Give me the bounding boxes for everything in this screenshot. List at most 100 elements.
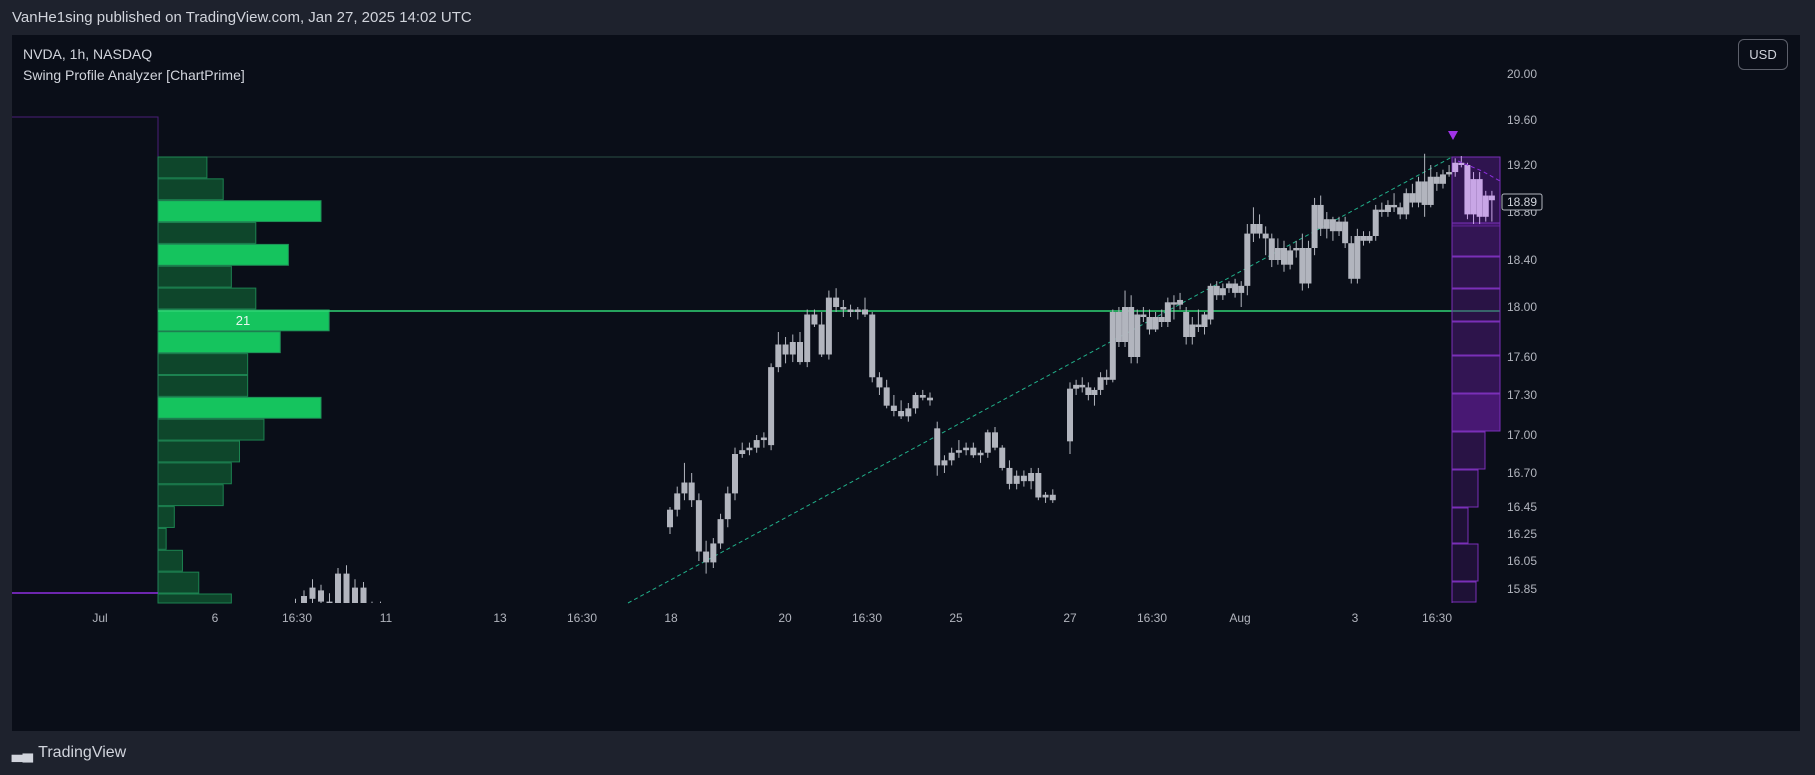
x-axis-tick-label: 13: [493, 611, 507, 625]
volume-profile-bar: [157, 222, 257, 244]
candle-body: [789, 342, 796, 355]
indicator-name[interactable]: Swing Profile Analyzer [ChartPrime]: [23, 67, 245, 83]
candle-body: [1013, 475, 1020, 484]
candle-body: [309, 587, 316, 599]
candle-body: [1244, 233, 1251, 286]
candle-body: [1268, 238, 1275, 260]
symbol-line[interactable]: NVDA, 1h, NASDAQ: [23, 46, 153, 62]
y-axis-tick-label: 17.30: [1507, 388, 1537, 402]
candle-body: [890, 405, 897, 411]
candle-body: [1348, 243, 1355, 279]
y-axis-tick-label: 17.60: [1507, 350, 1537, 364]
candle-body: [963, 447, 970, 451]
x-axis-tick-label: 16:30: [282, 611, 312, 625]
candle-body: [1079, 384, 1086, 388]
candle-body: [301, 596, 307, 603]
candle-body: [732, 454, 738, 494]
candle-body: [1250, 224, 1257, 234]
right-profile-bar: [1451, 288, 1501, 322]
candle-body: [1372, 209, 1379, 236]
candle-body: [688, 482, 695, 501]
candle-body: [1336, 221, 1343, 232]
right-profile-bar: [1451, 355, 1501, 394]
left-range-box: [12, 116, 159, 594]
candle-body: [1360, 236, 1367, 241]
volume-profile-bar: [157, 549, 183, 572]
candle-body: [1305, 248, 1312, 284]
volume-profile-bar: [157, 287, 257, 310]
candle-body: [335, 573, 341, 603]
candle-body: [1128, 307, 1135, 357]
candle-body: [1342, 221, 1349, 244]
volume-profile-bar: [157, 156, 208, 179]
right-profile-bar: [1451, 256, 1501, 289]
candle-body: [1384, 204, 1391, 212]
y-axis-tick-label: 18.00: [1507, 300, 1537, 314]
candle-body: [1262, 233, 1269, 239]
y-axis-tick-label: 16.05: [1507, 554, 1537, 568]
candle-body: [1067, 388, 1073, 442]
candle-body: [1140, 314, 1147, 317]
candle-body: [1317, 204, 1324, 229]
currency-button[interactable]: USD: [1738, 39, 1788, 70]
candle-body: [1238, 285, 1245, 293]
candle-body: [1201, 314, 1208, 327]
volume-profile-bar: [157, 309, 330, 332]
volume-profile-bar: [157, 396, 322, 419]
right-profile-bar: [1451, 507, 1469, 544]
y-axis-tick-label: 19.60: [1507, 113, 1537, 127]
candle-body: [352, 587, 358, 603]
candle-body: [1433, 176, 1440, 184]
y-axis-tick-label: 16.45: [1507, 500, 1537, 514]
candle-body: [1170, 302, 1177, 305]
x-axis-tick-label: 27: [1063, 611, 1077, 625]
candle-body: [667, 509, 673, 528]
candle-body: [898, 411, 905, 417]
candle-body: [1232, 283, 1239, 293]
candle-body: [797, 342, 803, 363]
candle-body: [919, 395, 926, 398]
candle-body: [739, 450, 746, 454]
chart-frame[interactable]: 21 20.00 19.60 19.20 18.80 18.40 18.00 17.60 17.…: [12, 35, 1800, 731]
right-profile-bar: [1451, 581, 1477, 603]
candle-body: [811, 314, 818, 325]
candle-body: [934, 428, 941, 466]
x-axis-tick-label: 16:30: [1422, 611, 1452, 625]
candle-body: [1085, 387, 1092, 395]
candle-body: [1397, 207, 1404, 215]
right-profile-bar: [1451, 431, 1486, 470]
chart-legend: NVDA, 1h, NASDAQ Swing Profile Analyzer …: [23, 44, 245, 86]
candle-body: [360, 587, 367, 603]
candle-body: [1020, 475, 1027, 482]
x-axis-tick-label: Jul: [92, 611, 107, 625]
candle-body: [1109, 312, 1116, 380]
candle-body: [1006, 467, 1013, 484]
candle-body: [782, 344, 789, 355]
tradingview-logo-icon[interactable]: ▃▄: [12, 745, 33, 762]
swing-dash: [1457, 160, 1501, 182]
candle-body: [970, 447, 977, 456]
candle-body: [1103, 377, 1110, 380]
candle-body: [1158, 317, 1165, 322]
candle-body: [1287, 250, 1294, 265]
candle-body: [1409, 193, 1416, 203]
candle-body: [1378, 209, 1385, 212]
footer-brand[interactable]: TradingView: [38, 744, 127, 761]
candle-body: [1366, 236, 1373, 241]
candle-body: [1415, 181, 1422, 203]
candle-body: [1164, 302, 1171, 322]
volume-profile-bar: [157, 418, 265, 441]
y-axis-tick-label: 15.85: [1507, 582, 1537, 596]
chart-canvas[interactable]: 2120.0019.6019.2018.8018.4018.0017.6017.…: [12, 35, 1800, 731]
y-axis-tick-label: 16.25: [1507, 527, 1537, 541]
x-axis-tick-label: 16:30: [852, 611, 882, 625]
candle-body: [1042, 494, 1049, 498]
volume-profile-bar: [157, 353, 249, 375]
candle-body: [1427, 176, 1434, 205]
candle-body: [1183, 312, 1190, 337]
candle-body: [1152, 317, 1159, 330]
last-price-label: 18.89: [1507, 195, 1537, 209]
candle-body: [1311, 204, 1318, 248]
candle-body: [999, 447, 1006, 468]
candle-body: [1097, 377, 1104, 390]
